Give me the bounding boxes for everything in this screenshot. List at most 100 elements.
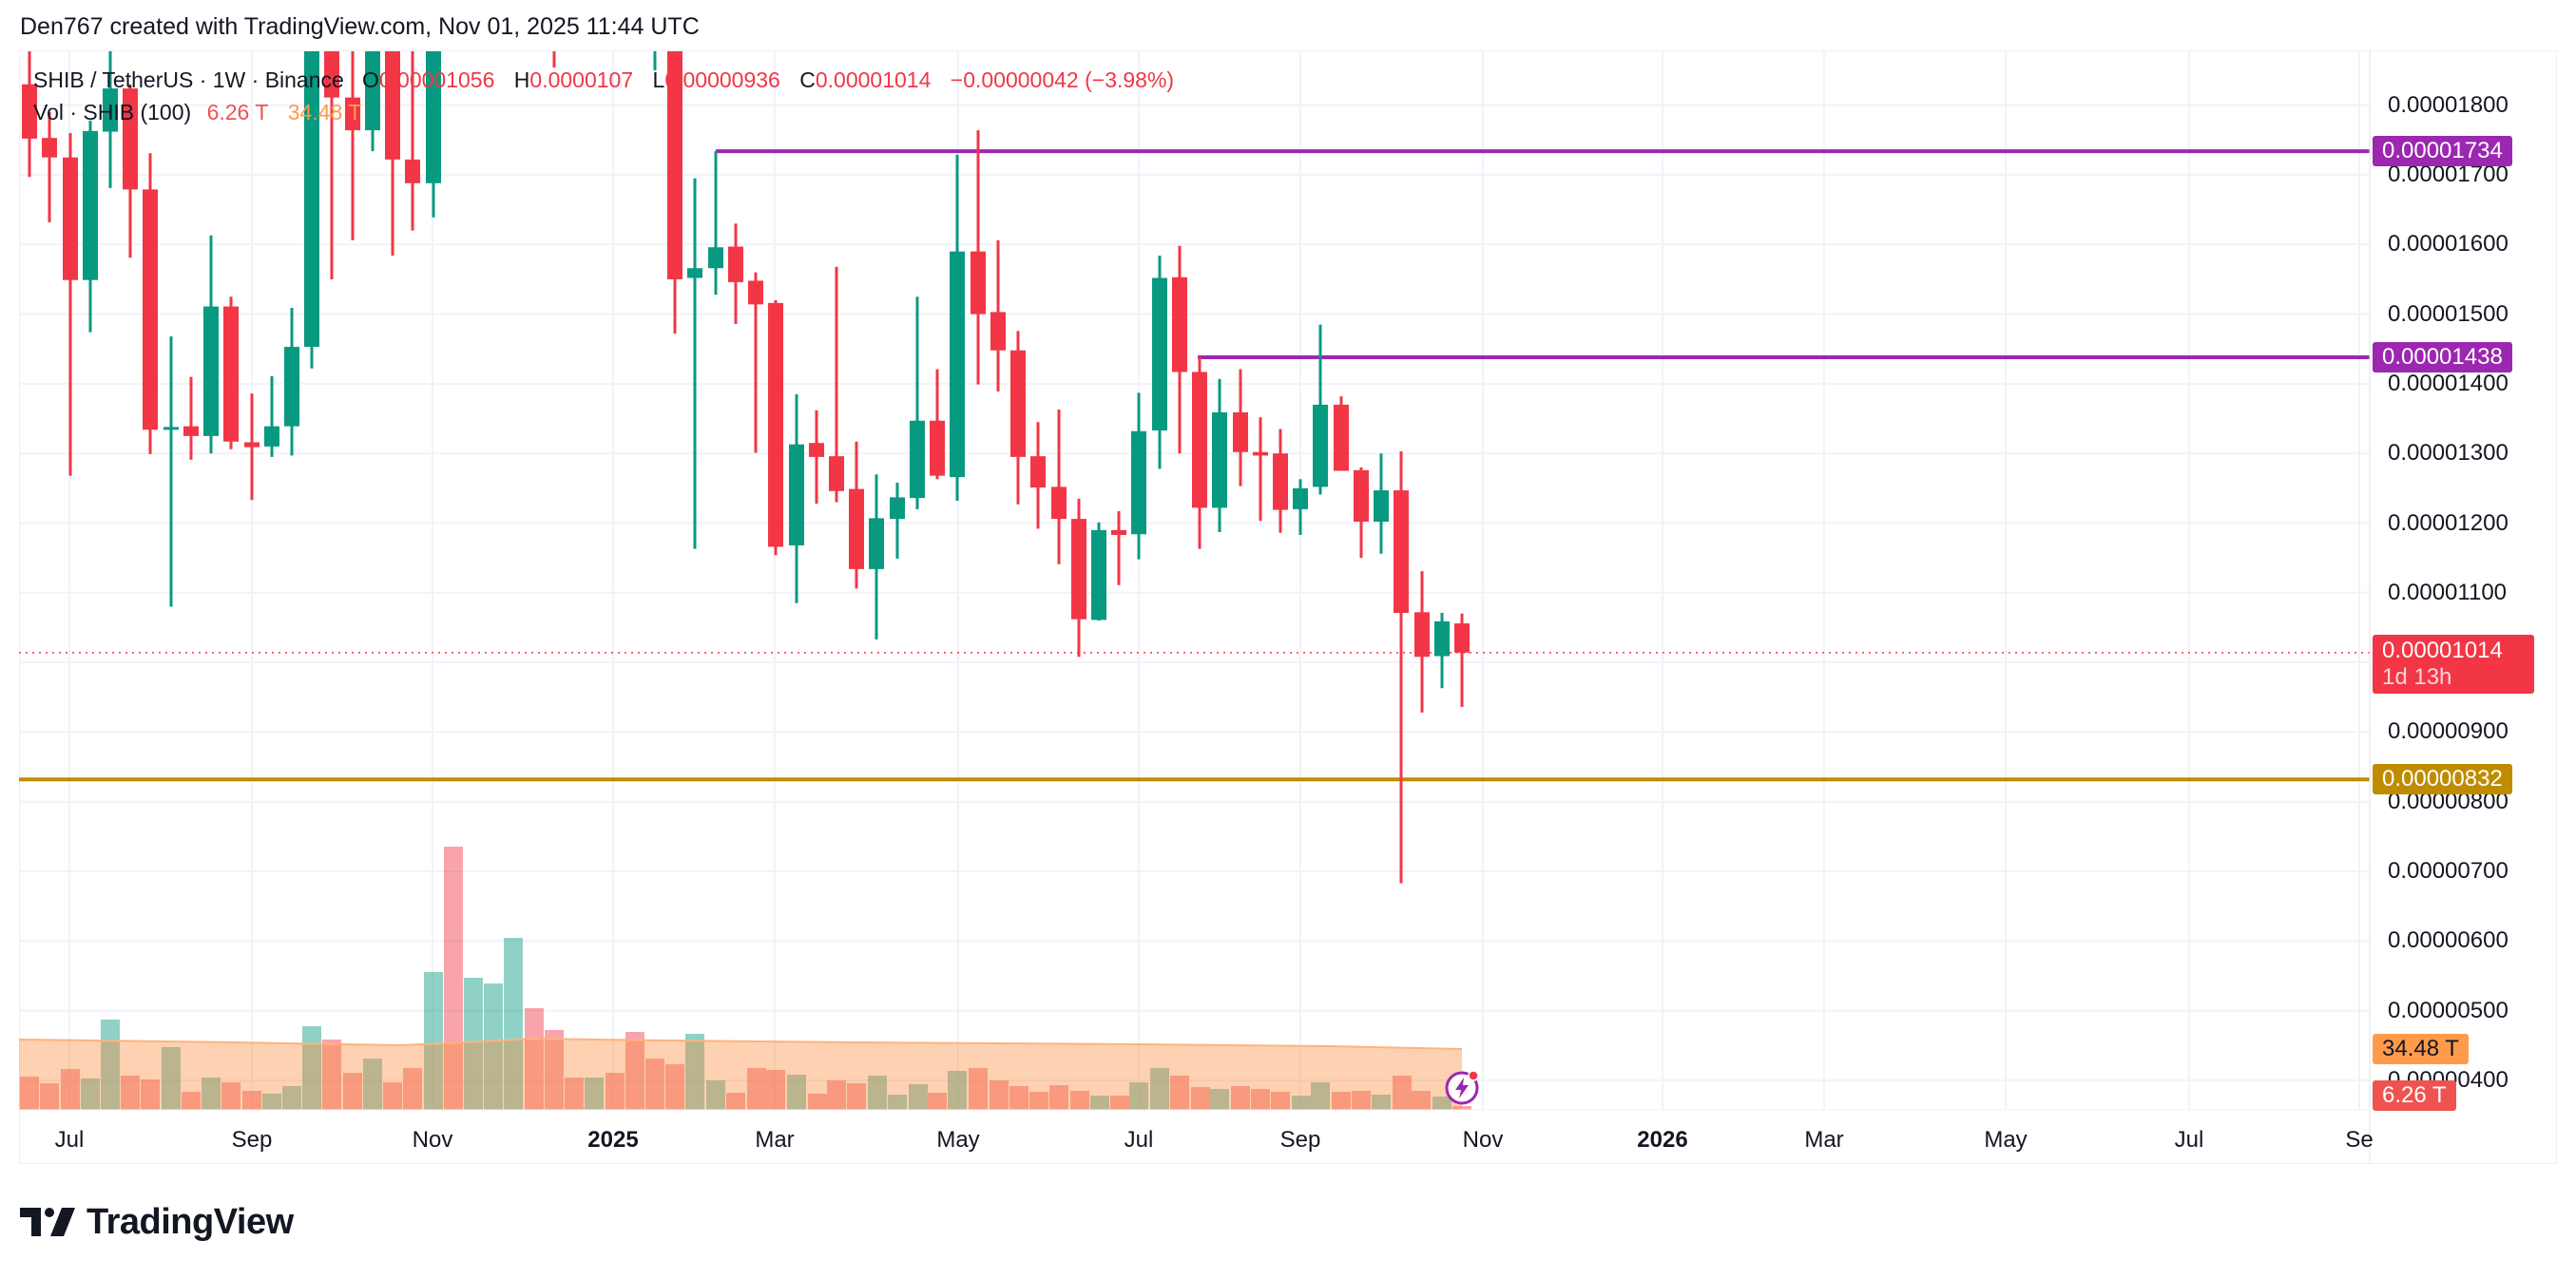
volume-ma-value: 34.48 T <box>287 100 362 124</box>
candle-body <box>163 427 179 430</box>
candle-body <box>385 51 400 160</box>
candle-body <box>869 518 884 569</box>
volume-bar <box>182 1092 201 1110</box>
candle-body <box>1192 372 1207 508</box>
candle-body <box>1091 529 1106 620</box>
candle-body <box>687 268 702 278</box>
volume-bar <box>162 1047 181 1110</box>
volume-bar <box>606 1073 625 1110</box>
volume-bar <box>302 1026 321 1110</box>
price-axis-label: 0.00000600 <box>2388 927 2509 954</box>
candle-body <box>203 306 219 436</box>
volume-bar <box>1292 1096 1311 1110</box>
resistance-1734-badge: 0.00001734 <box>2373 136 2512 167</box>
candle-body <box>809 443 824 457</box>
candle-body <box>1293 487 1308 509</box>
volume-bar <box>706 1080 725 1110</box>
candle-body <box>789 444 804 545</box>
candle-body <box>910 420 925 499</box>
volume-bar <box>1191 1087 1210 1110</box>
volume-bar <box>808 1094 827 1110</box>
time-axis-label: Jul <box>2174 1127 2204 1153</box>
volume-bar <box>262 1094 281 1110</box>
volume-bar <box>1090 1096 1109 1110</box>
lightning-alert-icon[interactable] <box>1443 1068 1481 1106</box>
price-axis-label: 0.00001600 <box>2388 231 2509 258</box>
candle-body <box>1212 411 1227 508</box>
candle-body <box>1071 519 1086 620</box>
candle-body <box>708 247 723 269</box>
candle-body <box>768 302 783 547</box>
candle-body <box>183 426 199 436</box>
candles <box>22 51 1470 884</box>
time-axis-label: Se <box>2345 1127 2374 1153</box>
candle-body <box>405 159 420 183</box>
volume-bar <box>1332 1092 1351 1110</box>
price-axis-label: 0.00001800 <box>2388 91 2509 118</box>
volume-bar <box>202 1078 221 1110</box>
time-axis-label: Sep <box>1279 1127 1321 1153</box>
volume-bar <box>1231 1086 1250 1110</box>
candle-body <box>22 84 37 139</box>
candle-body <box>143 189 158 430</box>
candle-body <box>1434 620 1450 657</box>
candle-body <box>63 157 78 280</box>
low-label: L <box>652 67 665 92</box>
volume-bar <box>645 1059 664 1110</box>
candle-body <box>223 306 239 442</box>
candle-body <box>426 51 441 183</box>
price-axis-label: 0.00001300 <box>2388 440 2509 467</box>
volume-bar <box>1129 1082 1148 1110</box>
volume-bar <box>1170 1076 1189 1110</box>
volume-bar <box>1311 1082 1330 1110</box>
volume-bar <box>1110 1096 1129 1110</box>
candle-body <box>1454 623 1470 653</box>
symbol-title[interactable]: SHIB / TetherUS · 1W · Binance <box>33 67 344 92</box>
candle-body <box>1313 404 1328 487</box>
volume-bar <box>928 1093 947 1110</box>
tradingview-logo[interactable]: TradingView <box>20 1202 294 1242</box>
price-axis-label: 0.00001100 <box>2388 579 2508 605</box>
candle-body <box>1233 411 1248 452</box>
volume-bar <box>585 1078 604 1110</box>
volume-bar <box>40 1083 59 1110</box>
candle-body <box>1010 350 1026 457</box>
volume-ma-area <box>18 1037 1463 1110</box>
candle-body <box>1354 469 1369 523</box>
volume-current-value: 6.26 T <box>206 100 269 124</box>
volume-bar <box>1150 1068 1169 1110</box>
volume-bar <box>424 972 443 1110</box>
change-value: −0.00000042 (−3.98%) <box>950 67 1175 92</box>
candle-body <box>829 456 844 491</box>
grid-lines <box>19 51 2370 1110</box>
candle-body <box>324 51 339 98</box>
volume-bar <box>625 1032 644 1110</box>
candle-body <box>930 420 945 476</box>
candle-body <box>1394 490 1409 614</box>
volume-bar <box>948 1071 967 1110</box>
time-axis-label: Sep <box>231 1127 273 1153</box>
volume-bar <box>1271 1092 1290 1110</box>
volume-bar <box>747 1068 766 1110</box>
volume-bar <box>1412 1091 1431 1110</box>
time-axis-label: Nov <box>412 1127 453 1153</box>
candle-body <box>304 51 319 348</box>
volume-bar <box>909 1084 928 1110</box>
candle-body <box>345 97 360 131</box>
price-axis-label: 0.00000500 <box>2388 997 2509 1023</box>
candle-body <box>42 138 57 158</box>
volume-bar <box>1432 1097 1451 1110</box>
volume-indicator-title[interactable]: Vol · SHIB (100) <box>33 100 192 124</box>
volume-bar <box>726 1093 745 1110</box>
candle-body <box>1334 404 1349 471</box>
volume-bar <box>282 1086 301 1110</box>
horizontal-levels <box>19 149 2370 782</box>
volume-current-badge: 6.26 T <box>2373 1080 2456 1111</box>
volume-bar <box>242 1091 261 1110</box>
open-label: O <box>361 67 379 92</box>
volume-bar <box>565 1078 584 1110</box>
candle-body <box>1273 453 1288 510</box>
candle-body <box>1111 529 1126 535</box>
time-axis-label: May <box>1984 1127 2028 1153</box>
